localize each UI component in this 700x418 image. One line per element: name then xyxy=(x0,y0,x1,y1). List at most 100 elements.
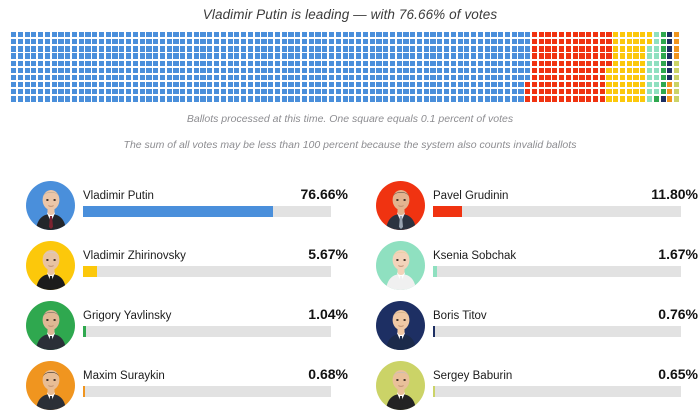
titov-avatar xyxy=(376,301,425,350)
waffle-cell xyxy=(186,53,193,59)
waffle-cell xyxy=(315,67,321,73)
waffle-cell xyxy=(653,32,659,38)
waffle-cell xyxy=(241,74,247,81)
waffle-cell xyxy=(281,89,287,95)
waffle-cell xyxy=(464,74,470,81)
candidate-row[interactable]: Ksenia Sobchak 1.67% xyxy=(350,238,700,298)
waffle-cell xyxy=(98,89,105,95)
waffle-cell xyxy=(315,89,321,95)
waffle-cell xyxy=(308,60,314,66)
waffle-cell xyxy=(193,89,199,95)
waffle-cell xyxy=(477,39,484,45)
waffle-cell xyxy=(653,74,659,81)
waffle-cell xyxy=(261,74,267,81)
waffle-cell xyxy=(288,96,294,102)
waffle-cell xyxy=(565,39,571,45)
waffle-cell xyxy=(511,46,517,52)
vote-bar-track xyxy=(433,326,681,337)
candidate-row[interactable]: Vladimir Putin 76.66% xyxy=(0,178,350,238)
waffle-cell xyxy=(24,39,30,45)
waffle-cell xyxy=(646,67,653,73)
waffle-cell xyxy=(423,32,429,38)
waffle-cell xyxy=(254,39,260,45)
waffle-cell xyxy=(58,39,64,45)
waffle-cell xyxy=(274,89,281,95)
waffle-cell xyxy=(565,46,571,52)
waffle-cell xyxy=(579,60,585,66)
waffle-cell xyxy=(619,39,626,45)
waffle-cell xyxy=(159,53,166,59)
waffle-cell xyxy=(241,46,247,52)
waffle-cell xyxy=(301,32,308,38)
vote-bar-fill xyxy=(83,326,86,337)
waffle-cell xyxy=(376,89,382,95)
waffle-cell xyxy=(71,53,78,59)
waffle-cell xyxy=(538,32,544,38)
waffle-cell xyxy=(484,89,490,95)
waffle-cell xyxy=(328,74,335,81)
candidate-row[interactable]: Sergey Baburin 0.65% xyxy=(350,358,700,418)
waffle-cell xyxy=(92,60,98,66)
candidate-row[interactable]: Boris Titov 0.76% xyxy=(350,298,700,358)
waffle-cell xyxy=(369,67,375,73)
waffle-cell xyxy=(599,89,605,95)
waffle-cell xyxy=(389,39,396,45)
vote-bar-track xyxy=(433,386,681,397)
waffle-cell xyxy=(680,39,686,45)
waffle-cell xyxy=(653,96,659,102)
waffle-cell xyxy=(132,32,138,38)
waffle-cell xyxy=(98,53,105,59)
waffle-cell xyxy=(369,53,375,59)
candidate-name: Ksenia Sobchak xyxy=(433,250,517,262)
waffle-cell xyxy=(85,82,91,88)
waffle-cell xyxy=(234,82,240,88)
waffle-cell xyxy=(646,82,653,88)
candidate-row[interactable]: Pavel Grudinin 11.80% xyxy=(350,178,700,238)
waffle-cell xyxy=(545,39,551,45)
waffle-cell xyxy=(626,32,632,38)
waffle-cell xyxy=(180,82,186,88)
waffle-cell xyxy=(579,96,585,102)
waffle-cell xyxy=(92,46,98,52)
waffle-cell xyxy=(606,53,612,59)
waffle-cell xyxy=(356,32,362,38)
waffle-cell xyxy=(640,89,646,95)
waffle-cell xyxy=(416,39,423,45)
waffle-cell xyxy=(586,60,592,66)
waffle-cell xyxy=(613,96,619,102)
waffle-cell xyxy=(633,89,639,95)
waffle-cell xyxy=(44,53,51,59)
waffle-cell xyxy=(356,89,362,95)
waffle-cell xyxy=(207,32,213,38)
waffle-cell xyxy=(450,82,456,88)
waffle-cell xyxy=(186,46,193,52)
waffle-cell xyxy=(38,39,44,45)
waffle-cell xyxy=(640,32,646,38)
waffle-cell xyxy=(599,67,605,73)
waffle-cell xyxy=(17,82,23,88)
waffle-cell xyxy=(295,74,301,81)
waffle-cell xyxy=(383,89,389,95)
waffle-cell xyxy=(308,67,314,73)
waffle-cell xyxy=(619,32,626,38)
waffle-cell xyxy=(153,89,159,95)
waffle-cell xyxy=(376,96,382,102)
waffle-cell xyxy=(498,89,504,95)
waffle-cell xyxy=(619,96,626,102)
waffle-cell xyxy=(646,74,653,81)
waffle-cell xyxy=(430,39,436,45)
waffle-cell xyxy=(322,96,328,102)
waffle-cell xyxy=(126,32,132,38)
waffle-cell xyxy=(403,67,409,73)
waffle-cell xyxy=(315,46,321,52)
candidate-row[interactable]: Grigory Yavlinsky 1.04% xyxy=(0,298,350,358)
waffle-cell xyxy=(437,60,443,66)
waffle-cell xyxy=(71,39,78,45)
waffle-cell xyxy=(471,96,477,102)
waffle-cell xyxy=(464,60,470,66)
waffle-cell xyxy=(213,82,220,88)
waffle-cell xyxy=(281,32,287,38)
candidate-row[interactable]: Vladimir Zhirinovsky 5.67% xyxy=(0,238,350,298)
waffle-cell xyxy=(241,96,247,102)
candidate-row[interactable]: Maxim Suraykin 0.68% xyxy=(0,358,350,418)
